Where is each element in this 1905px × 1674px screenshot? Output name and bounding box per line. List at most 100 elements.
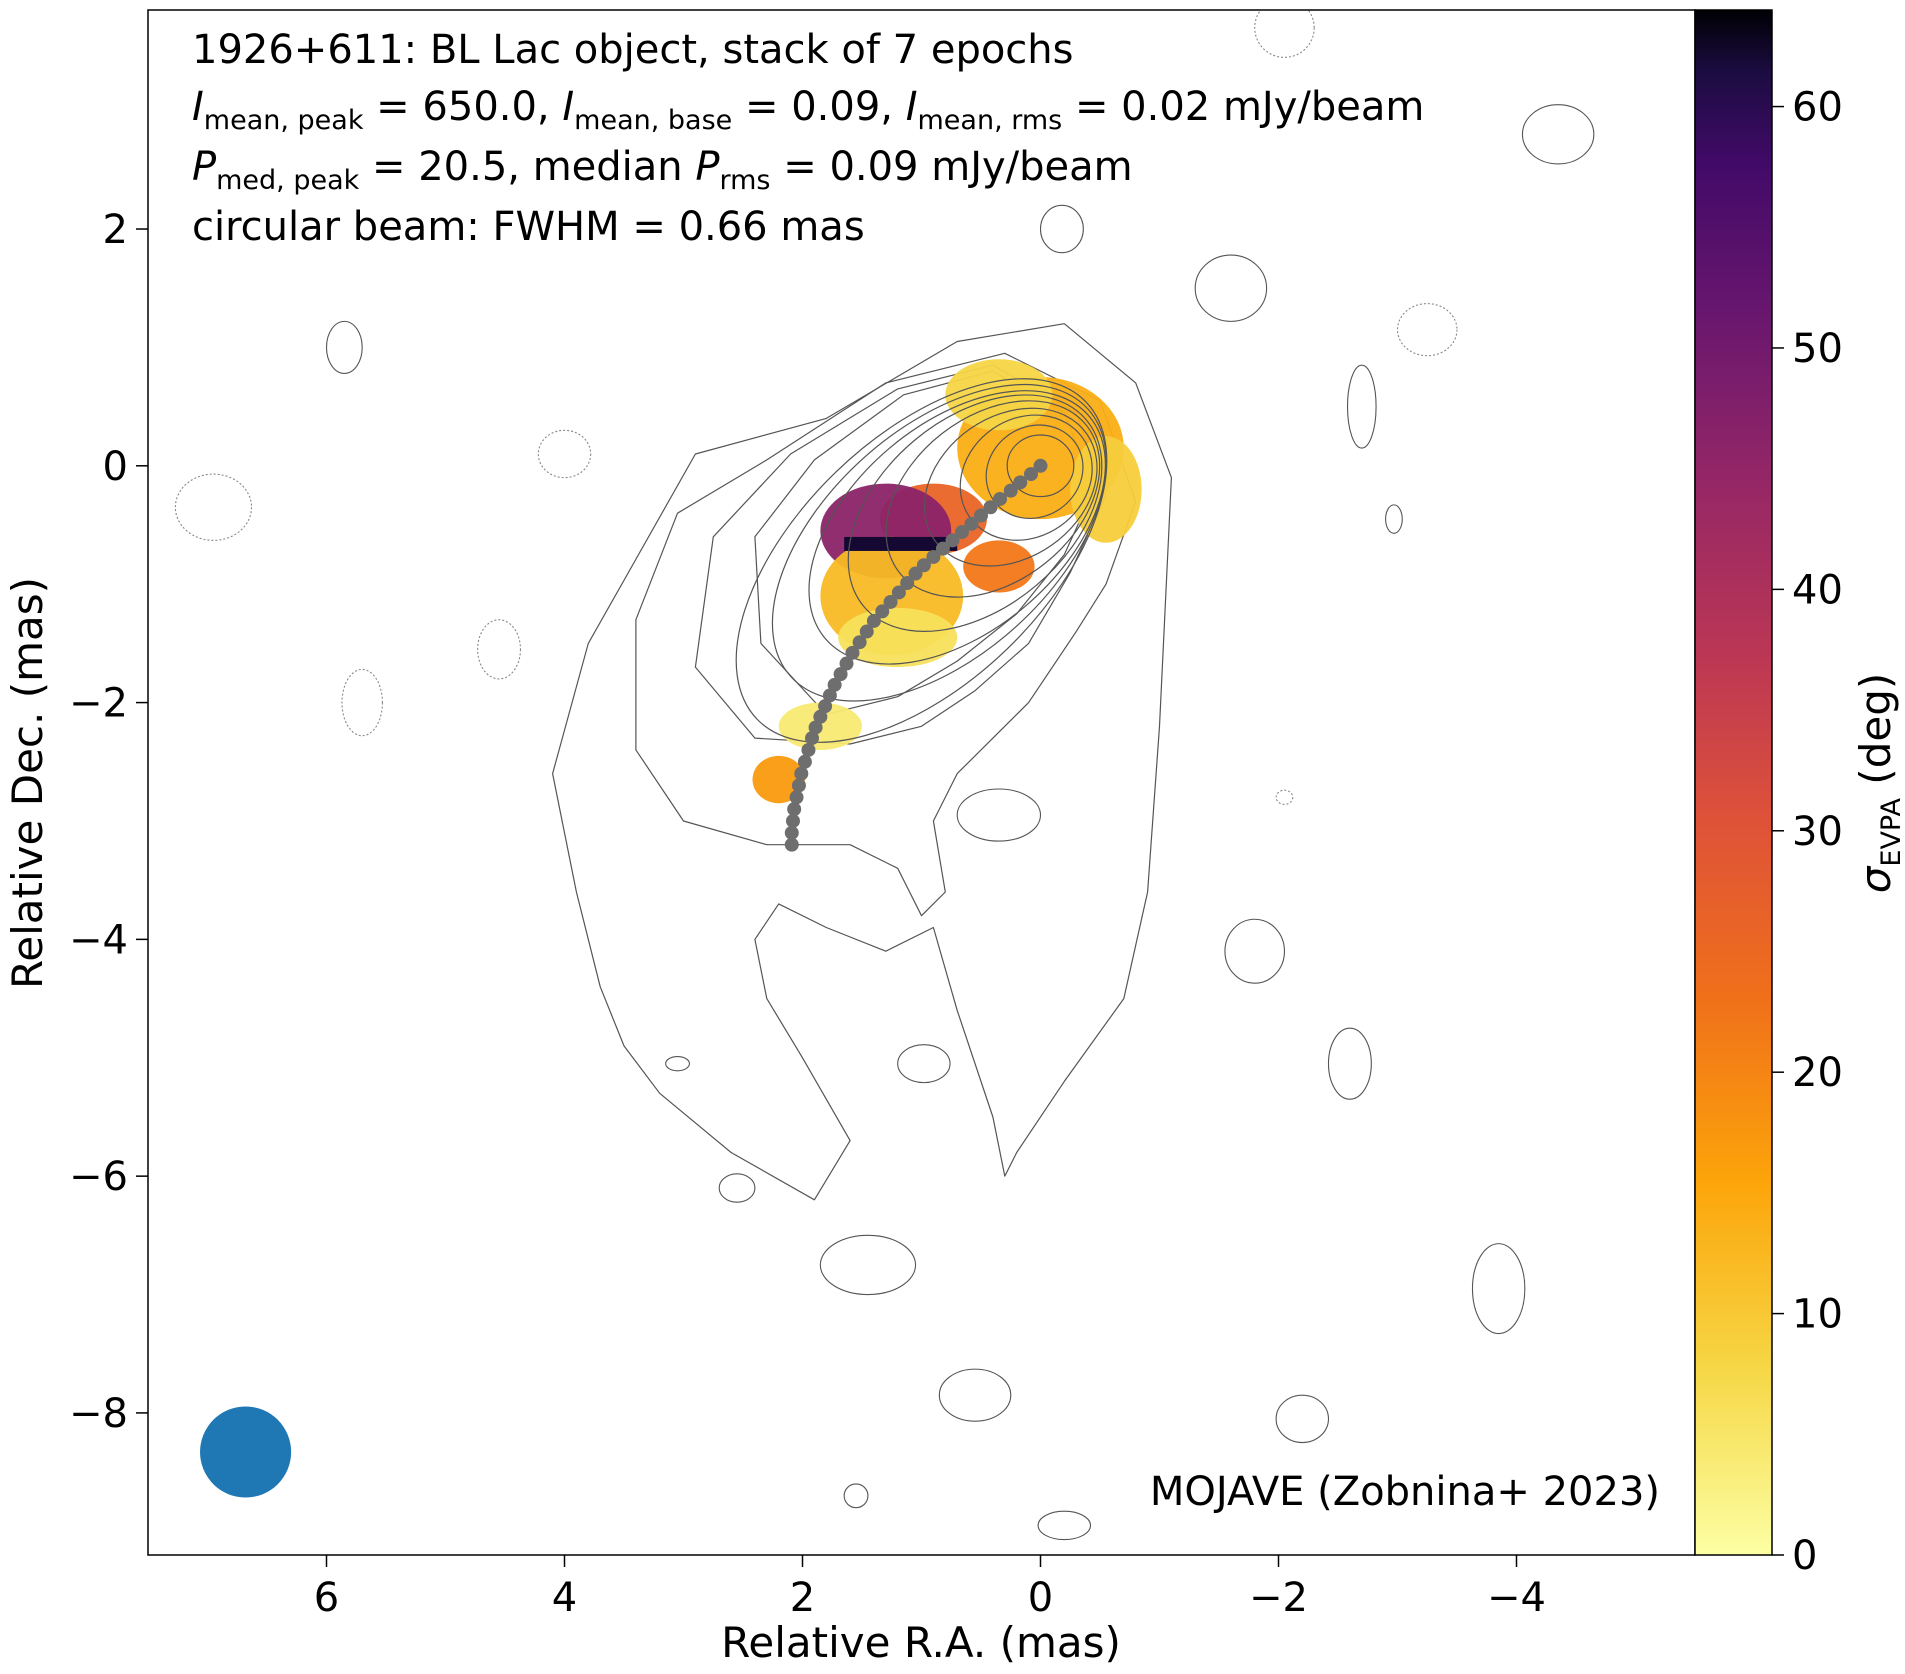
annot3-symbol-2: P: [695, 144, 720, 190]
annot3-sub-2: rms: [720, 165, 771, 196]
noise-contour-13: [1327, 1027, 1372, 1100]
x-tick-label-4: −2: [1249, 1575, 1308, 1621]
ridge-point-4: [993, 491, 1008, 506]
evpa-blob-9: [752, 755, 805, 804]
noise-contour-11: [1254, 10, 1315, 58]
noise-contour-22: [1275, 789, 1294, 805]
ridge-point-0: [1033, 458, 1048, 473]
colorbar-ticks: 0 10 20 30 40 50 60: [1772, 85, 1843, 1579]
noise-contour-24: [956, 788, 1042, 842]
ridge-point-23: [833, 667, 848, 682]
colorbar-tick-label-4: 40: [1792, 567, 1843, 613]
colorbar-label: σEVPA (deg): [1851, 673, 1905, 893]
ridge-point-9: [945, 533, 960, 548]
colorbar-tick-label-3: 30: [1792, 809, 1843, 855]
x-tick-label-0: 6: [314, 1575, 339, 1621]
ridge-point-26: [818, 699, 833, 714]
noise-contour-3: [477, 619, 522, 680]
ridge-point-13: [908, 566, 923, 581]
colorbar: [1694, 9, 1773, 1556]
ridge-point-34: [789, 790, 804, 805]
colorbar-label-unit: (deg): [1851, 673, 1900, 798]
colorbar-tick-label-0: 0: [1792, 1533, 1817, 1579]
noise-contour-7: [1396, 303, 1458, 357]
annot2-text-2: = 0.09,: [732, 84, 905, 130]
ridge-point-18: [866, 613, 881, 628]
evpa-uncertainty-layer: [752, 359, 1142, 804]
x-tick-label-1: 4: [552, 1575, 577, 1621]
colorbar-label-sub: EVPA: [1876, 798, 1905, 867]
ridge-point-31: [797, 754, 812, 769]
colorbar-label-symbol: σ: [1851, 865, 1900, 893]
colorbar-tick-label-1: 10: [1792, 1292, 1843, 1338]
core-contour-7: [771, 383, 1107, 702]
annot3-sub-1: med, peak: [216, 165, 360, 196]
annot2-symbol-3: I: [906, 84, 918, 130]
y-tick-label-3: −4: [69, 917, 128, 963]
ridge-point-7: [964, 516, 979, 531]
colorbar-tick-label-2: 20: [1792, 1050, 1843, 1096]
annot3-text-1: = 20.5, median: [359, 144, 695, 190]
noise-contour-6: [1194, 254, 1268, 322]
ridge-point-16: [883, 594, 898, 609]
ridge-point-3: [1003, 483, 1018, 498]
annot2-text-1: = 650.0,: [363, 84, 562, 130]
noise-contour-21: [843, 1483, 869, 1509]
noise-contour-9: [1385, 504, 1403, 534]
annot2-sub-1: mean, peak: [204, 105, 364, 136]
ridge-point-29: [805, 731, 820, 746]
ridge-point-19: [859, 624, 874, 639]
ridge-point-38: [784, 837, 799, 852]
annotation-line-2: Imean, peak = 650.0, Imean, base = 0.09,…: [192, 84, 1424, 136]
noise-contour-15: [1275, 1394, 1330, 1444]
ridge-point-10: [935, 541, 950, 556]
ridge-point-15: [891, 585, 906, 600]
noise-contour-18: [819, 1234, 917, 1296]
ridge-point-37: [784, 825, 799, 840]
annot2-sub-2: mean, base: [574, 105, 732, 136]
noise-contour-8: [1346, 364, 1377, 449]
annotation-line-1: 1926+611: BL Lac object, stack of 7 epoc…: [192, 27, 1073, 73]
core-contour-6: [808, 390, 1106, 665]
noise-contour-2: [537, 429, 592, 479]
noise-contour-14: [1471, 1243, 1526, 1335]
ridge-point-11: [926, 549, 941, 564]
core-contour-3: [923, 407, 1098, 567]
x-axis-label: Relative R.A. (mas): [721, 1618, 1121, 1667]
annotation-line-4: circular beam: FWHM = 0.66 mas: [192, 204, 865, 250]
evpa-high-uncertainty-bar: [844, 536, 958, 551]
y-tick-label-5: −8: [69, 1391, 128, 1437]
y-tick-label-0: 2: [103, 207, 128, 253]
x-tick-label-5: −4: [1487, 1575, 1546, 1621]
ridge-point-17: [875, 604, 890, 619]
core-contour-5: [847, 394, 1103, 632]
ridge-point-32: [794, 766, 809, 781]
noise-contour-4: [341, 668, 383, 737]
annot2-text-3: = 0.02 mJy/beam: [1062, 84, 1424, 130]
annot3-symbol-1: P: [192, 144, 217, 190]
ridge-point-28: [808, 720, 823, 735]
credit-label: MOJAVE (Zobnina+ 2023): [1150, 1469, 1660, 1515]
ridge-point-35: [787, 802, 802, 817]
y-axis-ticks: 2 0 −2 −4 −6 −8: [69, 207, 148, 1437]
ridge-point-33: [791, 778, 806, 793]
ridge-line-layer: [784, 458, 1048, 852]
x-axis-ticks: 6 4 2 0 −2 −4: [314, 1555, 1546, 1621]
y-tick-label-4: −6: [69, 1154, 128, 1200]
y-axis-label: Relative Dec. (mas): [3, 577, 52, 989]
evpa-blob-1: [945, 359, 1053, 431]
x-tick-label-2: 2: [790, 1575, 815, 1621]
ridge-point-20: [852, 635, 867, 650]
ridge-point-8: [954, 525, 969, 540]
ridge-point-24: [827, 677, 842, 692]
outer-contour-0: [551, 323, 1173, 1201]
ridge-point-22: [839, 656, 854, 671]
outer-contour-1: [635, 352, 1137, 917]
ridge-point-6: [974, 508, 988, 523]
ridge-point-2: [1013, 475, 1028, 490]
noise-contour-20: [665, 1056, 690, 1072]
core-contour-4: [885, 400, 1101, 598]
noise-contour-0: [325, 320, 363, 375]
ridge-point-21: [845, 645, 860, 660]
